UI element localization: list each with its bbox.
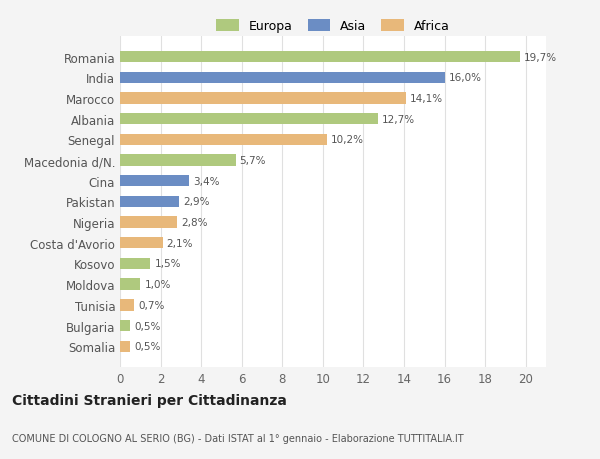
Text: 0,5%: 0,5% [134,321,161,331]
Bar [120,114,377,125]
Text: 16,0%: 16,0% [449,73,482,83]
Text: 12,7%: 12,7% [382,114,415,124]
Text: 1,5%: 1,5% [154,259,181,269]
Bar [120,238,163,249]
Text: 2,9%: 2,9% [183,197,209,207]
Bar [120,155,236,166]
Text: 19,7%: 19,7% [524,52,557,62]
Text: 3,4%: 3,4% [193,176,220,186]
Text: 0,5%: 0,5% [134,341,161,352]
Bar [120,52,520,63]
Text: 10,2%: 10,2% [331,135,364,145]
Bar [120,217,177,228]
Bar [120,320,130,331]
Text: 2,1%: 2,1% [167,238,193,248]
Bar [120,196,179,207]
Text: COMUNE DI COLOGNO AL SERIO (BG) - Dati ISTAT al 1° gennaio - Elaborazione TUTTIT: COMUNE DI COLOGNO AL SERIO (BG) - Dati I… [12,433,464,442]
Bar [120,73,445,84]
Bar [120,279,140,290]
Text: Cittadini Stranieri per Cittadinanza: Cittadini Stranieri per Cittadinanza [12,393,287,407]
Text: 2,8%: 2,8% [181,218,208,228]
Legend: Europa, Asia, Africa: Europa, Asia, Africa [212,17,454,37]
Text: 5,7%: 5,7% [239,156,266,166]
Bar [120,176,189,187]
Text: 1,0%: 1,0% [145,280,171,290]
Bar [120,258,151,269]
Bar [120,341,130,352]
Text: 0,7%: 0,7% [138,300,164,310]
Bar [120,93,406,104]
Bar [120,134,327,146]
Text: 14,1%: 14,1% [410,94,443,104]
Bar [120,300,134,311]
